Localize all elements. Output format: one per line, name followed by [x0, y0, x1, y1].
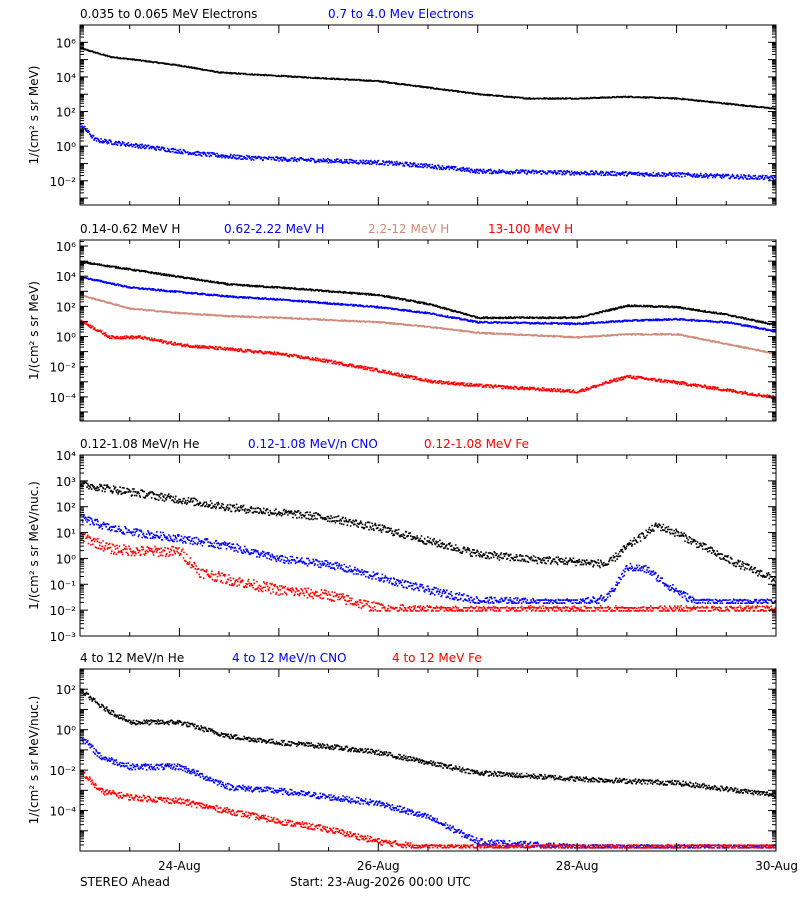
- series-points-2: [80, 513, 776, 604]
- y-tick-label: 10⁶: [56, 36, 76, 50]
- y-tick-label: 10⁰: [56, 331, 76, 345]
- y-tick-label: 10³: [56, 475, 76, 489]
- y-tick-label: 10⁶: [56, 240, 76, 254]
- legend-entry-2: 0.62-2.22 MeV H: [224, 222, 324, 236]
- series-points-1: [80, 260, 776, 327]
- y-tick-label: 10⁴: [56, 71, 76, 85]
- y-tick-label: 10⁻²: [50, 175, 77, 189]
- legend-entry-1: 0.14-0.62 MeV H: [80, 222, 180, 236]
- series-marks-4: [80, 319, 776, 400]
- series-points-1: [80, 47, 776, 110]
- y-axis-label: 1/(cm² s sr MeV): [27, 281, 41, 380]
- legend-entry-2: 4 to 12 MeV/n CNO: [232, 651, 347, 665]
- series-marks-1: [80, 47, 776, 110]
- y-tick-label: 10²: [56, 300, 76, 314]
- series-points-2: [80, 736, 776, 849]
- legend-entry-1: 0.12-1.08 MeV/n He: [80, 437, 199, 451]
- y-tick-label: 10²: [56, 501, 76, 515]
- series-marks-3: [80, 532, 776, 612]
- series-points-2: [80, 123, 776, 181]
- series-marks-3: [80, 770, 776, 849]
- panel-frame: [79, 24, 777, 206]
- y-tick-label: 10⁻⁴: [50, 805, 77, 819]
- y-tick-label: 10⁻²: [50, 361, 77, 375]
- legend-entry-1: 0.035 to 0.065 MeV Electrons: [80, 7, 257, 21]
- y-tick-label: 10⁻³: [50, 630, 77, 644]
- y-tick-label: 10⁻⁴: [50, 391, 77, 405]
- y-axis-label: 1/(cm² s sr MeV): [27, 66, 41, 165]
- series-marks-2: [80, 736, 776, 849]
- legend-entry-4: 13-100 MeV H: [488, 222, 573, 236]
- legend-entry-1: 4 to 12 MeV/n He: [80, 651, 184, 665]
- spacecraft-label: STEREO Ahead: [80, 875, 170, 889]
- start-time-label: Start: 23-Aug-2026 00:00 UTC: [290, 875, 471, 889]
- series-marks-2: [80, 513, 776, 604]
- series-marks-1: [80, 260, 776, 327]
- y-tick-label: 10²: [56, 683, 76, 697]
- x-tick-label: 24-Aug: [158, 859, 201, 873]
- y-tick-label: 10⁴: [56, 449, 76, 463]
- legend-entry-3: 0.12-1.08 MeV Fe: [424, 437, 529, 451]
- y-tick-label: 10⁰: [56, 552, 76, 566]
- x-axis-tick-labels: 24-Aug 26-Aug 28-Aug 30-Aug: [158, 859, 798, 873]
- x-tick-label: 28-Aug: [556, 859, 599, 873]
- legend-entry-2: 0.7 to 4.0 Mev Electrons: [328, 7, 474, 21]
- panels-group: 10⁻² 10⁰ 10² 10⁴ 10⁶ 1/(cm² s sr MeV) 0.035 to…: [27, 7, 777, 852]
- y-tick-label: 10⁻¹: [50, 578, 77, 592]
- y-tick-label: 10⁴: [56, 270, 76, 284]
- y-tick-label: 10⁰: [56, 140, 76, 154]
- series-points-1: [80, 480, 776, 583]
- series-points-1: [80, 688, 776, 798]
- x-tick-label: 26-Aug: [357, 859, 400, 873]
- panel-1: 10⁻² 10⁰ 10² 10⁴ 10⁶ 1/(cm² s sr MeV) 0.035 to…: [27, 7, 777, 206]
- series-marks-2: [80, 123, 776, 181]
- y-tick-label: 10²: [56, 106, 76, 120]
- panel-frame: [79, 668, 777, 852]
- series-points-3: [80, 532, 776, 612]
- series-points-3: [80, 770, 776, 849]
- panel-2: 10⁻⁴ 10⁻² 10⁰ 10² 10⁴ 10⁶ 1/(cm² s sr MeV) 0.14…: [27, 222, 777, 422]
- panel-frame: [79, 239, 777, 422]
- y-tick-label: 10⁰: [56, 724, 76, 738]
- series-marks-1: [80, 480, 776, 583]
- y-tick-label: 10⁻²: [50, 764, 77, 778]
- panel-3: 10⁻³ 10⁻² 10⁻¹ 10⁰ 10¹ 10² 10³ 10⁴ 1/(cm² s sr M…: [27, 437, 777, 644]
- legend-entry-3: 2.2-12 MeV H: [368, 222, 449, 236]
- series-marks-1: [80, 688, 776, 798]
- y-tick-label: 10¹: [56, 527, 76, 541]
- panel-4: 10⁻⁴ 10⁻² 10⁰ 10² 1/(cm² s sr MeV/nuc.) 4 to …: [27, 651, 777, 852]
- legend-entry-3: 4 to 12 MeV Fe: [392, 651, 482, 665]
- legend-entry-2: 0.12-1.08 MeV/n CNO: [248, 437, 378, 451]
- series-points-4: [80, 319, 776, 400]
- y-axis-label: 1/(cm² s sr MeV/nuc.): [27, 481, 41, 610]
- x-tick-label: 30-Aug: [755, 859, 798, 873]
- y-axis-label: 1/(cm² s sr MeV/nuc.): [27, 696, 41, 825]
- y-tick-label: 10⁻²: [50, 604, 77, 618]
